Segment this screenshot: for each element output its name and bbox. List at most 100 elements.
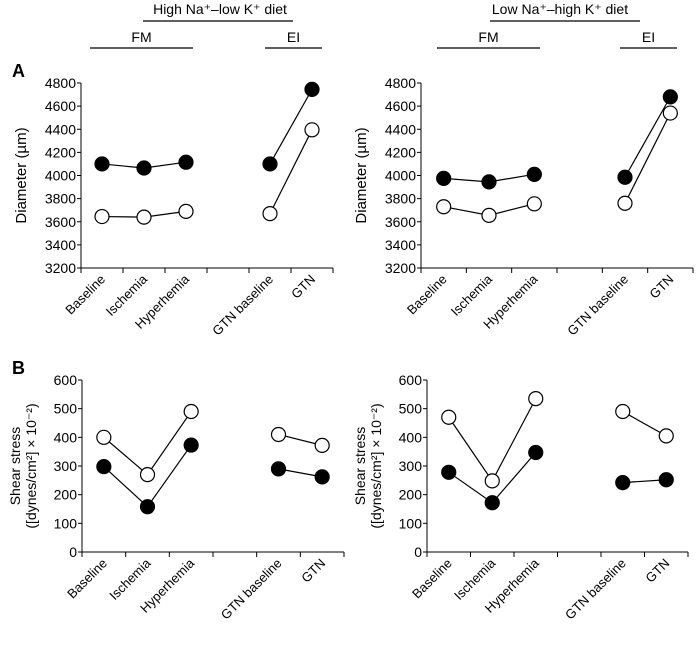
y-tick-label: 3200 [45, 260, 76, 276]
group-label-ei: EI [642, 29, 655, 45]
y-tick-label: 4000 [45, 168, 76, 184]
series-line [622, 411, 667, 437]
series-line [624, 112, 671, 204]
y-tick-label: 4600 [385, 98, 416, 114]
y-tick-label: 3400 [45, 237, 76, 253]
data-point [314, 437, 330, 453]
data-point [183, 437, 199, 453]
y-tick-label: 4200 [45, 144, 76, 160]
y-tick-label: 4400 [45, 121, 76, 137]
y-tick-label: 3200 [385, 260, 416, 276]
group-label-fm: FM [478, 29, 498, 45]
x-tick-label: GTN [298, 556, 328, 586]
data-point [262, 206, 278, 222]
data-point [183, 403, 199, 420]
data-point [178, 203, 194, 219]
y-tick-label: 400 [54, 429, 78, 445]
series-line [269, 89, 313, 165]
data-point [658, 428, 674, 444]
x-tick-label: Baseline [409, 556, 455, 602]
data-point [528, 444, 544, 461]
x-tick-label: Baseline [64, 556, 110, 602]
y-tick-label: 4200 [385, 144, 416, 160]
data-point [270, 426, 287, 443]
y-tick-label: 3600 [45, 214, 76, 230]
series-open [441, 391, 674, 489]
y-tick-label: 100 [399, 515, 423, 531]
data-point [94, 156, 110, 172]
series-line [103, 411, 192, 476]
panel-4: 0100200300400500600BaselineIschemiaHyper… [352, 372, 689, 623]
panel-2: Low Na⁺–high K⁺ diet FM EI 3200 3400 3600 3800… [353, 1, 694, 339]
x-tick-label: Baseline [62, 272, 108, 318]
series-filled [441, 444, 674, 511]
diet-title: High Na⁺–low K⁺ diet [153, 1, 287, 17]
data-point [615, 403, 631, 420]
data-point [96, 429, 112, 445]
panel-letter: B [12, 358, 25, 378]
data-point [528, 391, 544, 407]
y-tick-label: 0 [414, 544, 422, 560]
y-tick-label: 4600 [45, 98, 76, 114]
y-tick-label: 4800 [385, 75, 416, 91]
data-point [617, 195, 633, 211]
series-filled [94, 81, 320, 176]
data-point [262, 156, 278, 172]
y-tick-label: 100 [54, 515, 78, 531]
y-axis-label: Diameter (µm) [13, 127, 30, 223]
data-point [662, 105, 678, 121]
y-tick-label: 400 [399, 429, 423, 445]
series-open [94, 122, 320, 225]
y-tick-label: 3800 [45, 191, 76, 207]
data-point [484, 495, 500, 511]
data-point [526, 166, 542, 182]
y-tick-label: 200 [399, 487, 423, 503]
panel-letter: A [12, 61, 25, 81]
y-tick-label: 300 [54, 458, 78, 474]
data-point [436, 199, 452, 215]
y-tick-label: 200 [54, 487, 78, 503]
x-tick-label: Baseline [404, 272, 450, 318]
data-point [484, 473, 500, 489]
y-tick-label: 500 [399, 401, 423, 417]
diet-title: Low Na⁺–high K⁺ diet [492, 1, 628, 17]
panel-3: B0100200300400500600BaselineIschemiaHype… [7, 358, 345, 622]
x-tick-label: GTN baseline [209, 272, 276, 339]
data-point [178, 154, 194, 170]
y-tick-label: 4400 [385, 121, 416, 137]
series-line [448, 398, 537, 483]
x-tick-label: GTN baseline [564, 272, 631, 339]
data-point [96, 458, 112, 475]
y-axis-label-units: ([dynes/cm²] × 10⁻²) [368, 403, 384, 528]
data-point [617, 169, 633, 185]
series-filled [436, 89, 678, 190]
group-label-ei: EI [287, 29, 300, 45]
y-axis-label: Diameter (µm) [353, 127, 370, 223]
x-tick-label: GTN [288, 272, 318, 302]
data-point [136, 160, 152, 176]
y-tick-label: 500 [54, 401, 78, 417]
data-point [304, 122, 320, 138]
data-point [481, 207, 497, 223]
y-axis-label-units: ([dynes/cm²] × 10⁻²) [23, 403, 39, 528]
y-tick-label: 4800 [45, 75, 76, 91]
x-tick-label: GTN [646, 272, 676, 302]
data-point [136, 209, 152, 225]
y-tick-label: 3600 [385, 214, 416, 230]
data-point [139, 499, 156, 515]
y-axis-label: Shear stress [7, 427, 23, 506]
x-tick-label: GTN baseline [562, 556, 629, 623]
data-point [139, 467, 156, 483]
data-point [314, 469, 330, 485]
y-tick-label: 0 [69, 544, 77, 560]
y-tick-label: 600 [54, 372, 78, 388]
y-tick-label: 3800 [385, 191, 416, 207]
data-point [481, 174, 497, 190]
data-point [658, 472, 674, 488]
y-tick-label: 4000 [385, 168, 416, 184]
data-point [94, 208, 110, 225]
data-point [304, 81, 320, 97]
y-tick-label: 300 [399, 458, 423, 474]
data-point [441, 464, 457, 480]
